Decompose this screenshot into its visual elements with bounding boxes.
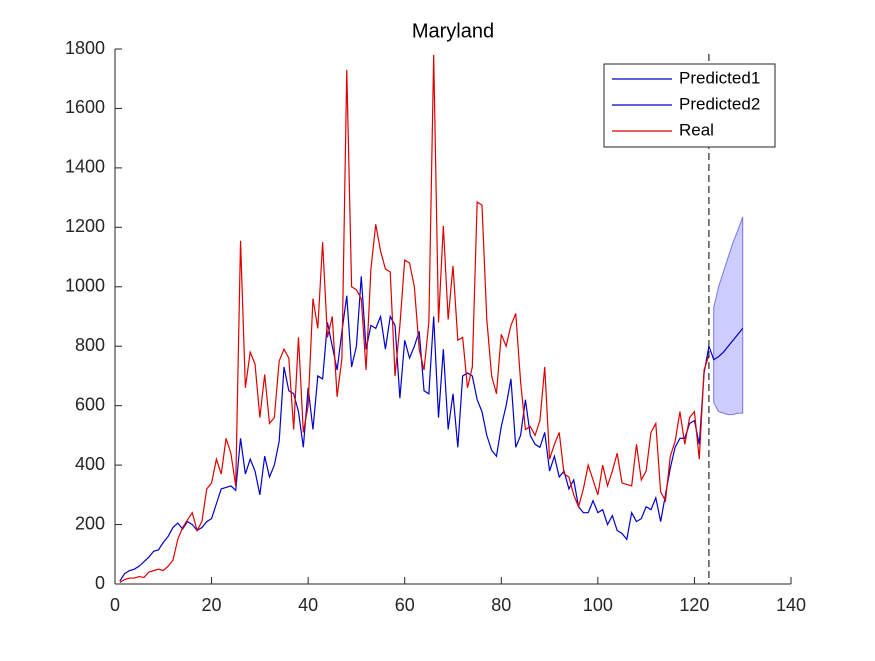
y-tick-label: 1400 [65,157,105,177]
x-tick-label: 140 [776,595,806,615]
x-tick-label: 120 [679,595,709,615]
y-tick-label: 1200 [65,216,105,236]
legend-label: Predicted1 [679,68,760,87]
data-line [119,54,710,584]
x-tick-label: 0 [110,595,120,615]
y-tick-label: 0 [95,573,105,593]
data-line [708,328,744,361]
y-tick-label: 1800 [65,38,105,58]
data-line [119,276,710,582]
x-tick-label: 60 [395,595,415,615]
confidence-band [713,216,744,416]
legend-label: Predicted2 [679,94,760,113]
y-tick-label: 1600 [65,97,105,117]
x-tick-label: 80 [491,595,511,615]
y-tick-label: 800 [75,335,105,355]
y-tick-label: 400 [75,454,105,474]
chart-title: Maryland [412,20,494,42]
x-tick-label: 40 [298,595,318,615]
x-tick-label: 100 [583,595,613,615]
y-tick-label: 1000 [65,276,105,296]
y-tick-label: 200 [75,513,105,533]
x-tick-label: 20 [202,595,222,615]
y-tick-label: 600 [75,394,105,414]
legend-label: Real [679,120,714,139]
